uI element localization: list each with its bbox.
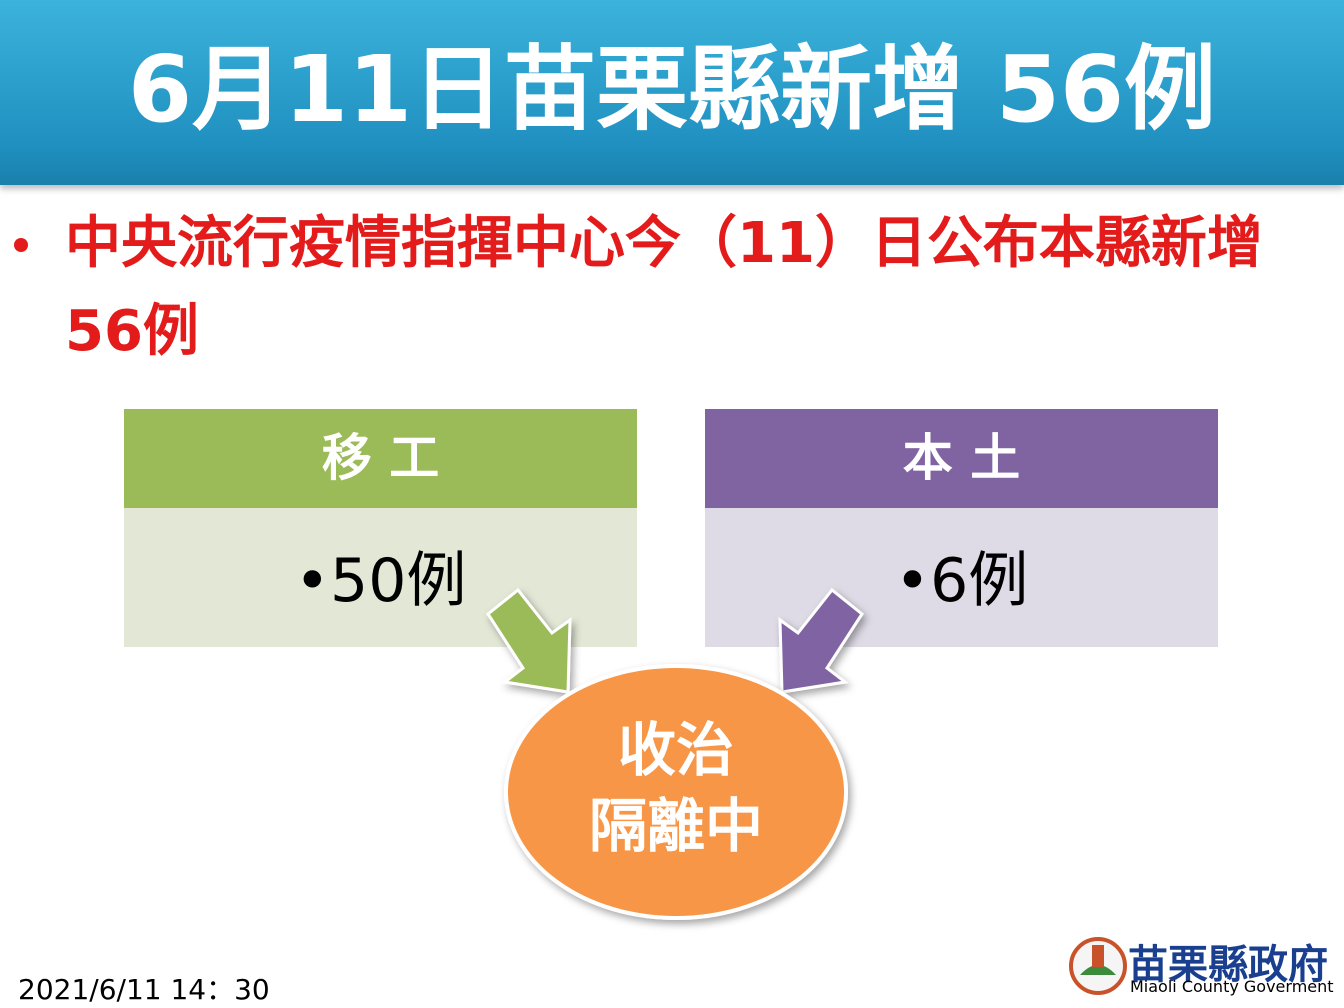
timestamp: 2021/6/11 14：30: [18, 973, 270, 1006]
arrow-purple: [778, 587, 864, 694]
logo-english: Miaoli County Goverment: [1130, 977, 1334, 996]
box-local: 本 土 •6例: [705, 409, 1218, 647]
box-item: •6例: [705, 508, 1218, 647]
box-migrant: 移 工 •50例: [124, 409, 637, 647]
circle: [504, 664, 848, 920]
circle-line: 隔離中: [589, 792, 763, 860]
header-band: [0, 0, 1344, 185]
box-heading: 本 土: [705, 409, 1218, 508]
logo-emblem-tower: [1092, 945, 1104, 967]
bullet-text: 中央流行疫情指揮中心今（11）日公布本縣新增 56例: [65, 211, 1263, 364]
circle-line: 收治: [618, 716, 734, 784]
logo-name: 苗栗縣政府: [1128, 941, 1328, 988]
logo-emblem-leaf: [1080, 965, 1116, 975]
arrow-green: [486, 587, 572, 694]
box-heading: 移 工: [124, 409, 637, 508]
title: 6月11日苗栗縣新增 56例: [127, 36, 1217, 143]
bullet-dot: [14, 238, 28, 252]
box-item: •50例: [124, 508, 637, 647]
